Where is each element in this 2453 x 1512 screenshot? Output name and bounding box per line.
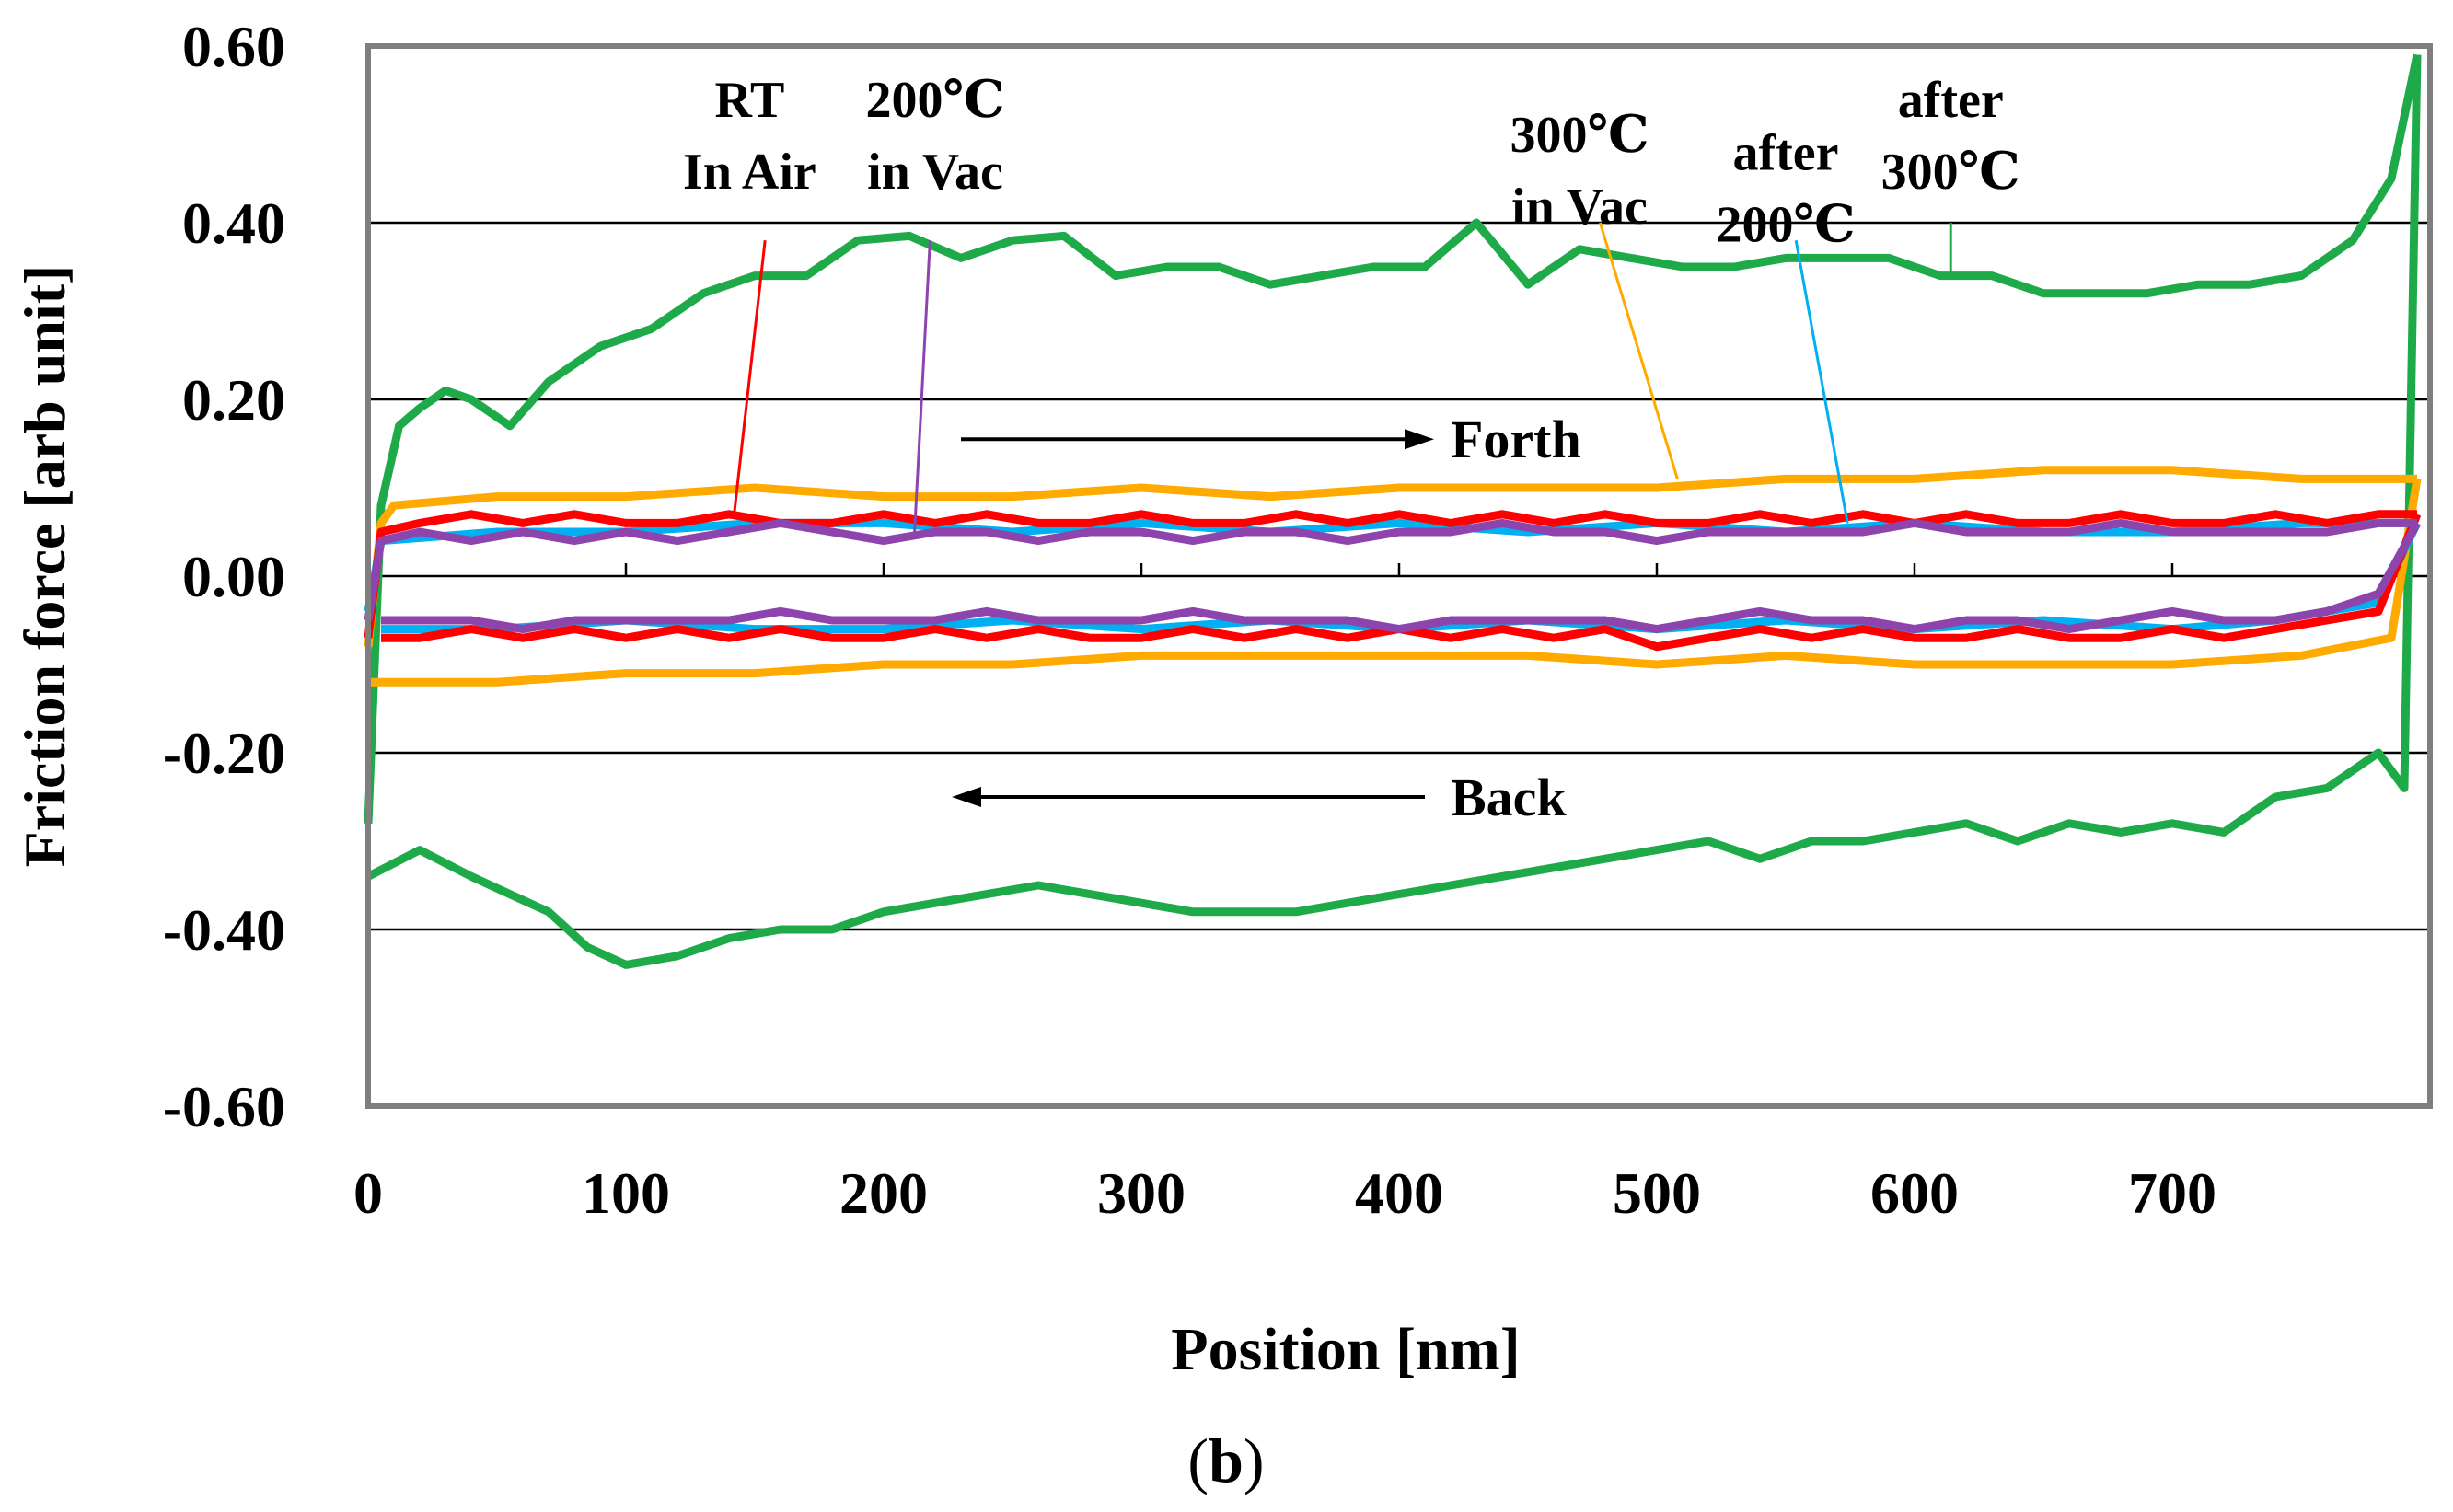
- y-tick-label: -0.20: [163, 721, 285, 786]
- series-300-in-vac: [364, 466, 2422, 687]
- series-label-text: In Air: [683, 144, 816, 201]
- x-tick-label: 200: [839, 1160, 928, 1226]
- y-tick-label: -0.60: [163, 1074, 285, 1139]
- series-label-text: 300℃: [1510, 107, 1649, 164]
- series-line-forth: [364, 518, 2417, 621]
- series-lines: [364, 53, 2422, 969]
- x-tick-labels: 0 100 200 300 400 500 600 700: [353, 1160, 2216, 1226]
- series-line-back: [368, 478, 2422, 687]
- series-label-after-300: after 300℃: [1881, 72, 2020, 276]
- series-line-forth: [364, 53, 2422, 824]
- series-label-text: RT: [714, 72, 784, 129]
- annotations: after 300℃ 300℃ in Vac after 200℃ RT In Air 200℃…: [683, 72, 2020, 827]
- y-tick-labels: 0.60 0.40 0.20 0.00 -0.20 -0.40 -0.60: [163, 14, 285, 1139]
- series-line-forth: [364, 510, 2417, 639]
- y-tick-label: 0.20: [182, 367, 285, 433]
- y-tick-label: 0.60: [182, 14, 285, 79]
- y-tick-label: 0.40: [182, 190, 285, 256]
- annotation-back: Back: [952, 768, 1567, 827]
- series-label-text: in Vac: [1511, 179, 1648, 236]
- series-label-300-in-vac: 300℃ in Vac: [1510, 107, 1679, 479]
- series-line-forth: [364, 466, 2417, 648]
- series-label-text: 300℃: [1881, 144, 2020, 201]
- series-label-text: in Vac: [867, 144, 1003, 201]
- annotation-forth: Forth: [961, 410, 1581, 469]
- annotation-label: Back: [1451, 768, 1567, 827]
- series-line-back: [381, 521, 2422, 634]
- series-line-back: [381, 521, 2421, 634]
- series-after-300: [364, 53, 2422, 969]
- arrow-head: [952, 787, 981, 807]
- panel-letter: b: [1209, 1425, 1244, 1495]
- plot-area-frame: [365, 43, 2433, 1109]
- series-label-rt-in-air: RT In Air: [683, 72, 816, 514]
- x-tick-label: 500: [1613, 1160, 1701, 1226]
- series-leader-line: [913, 240, 931, 533]
- series-200-in-vac: [364, 518, 2421, 634]
- panel-label: (b): [1187, 1425, 1264, 1495]
- x-tick-label: 400: [1355, 1160, 1443, 1226]
- x-tick-label: 100: [582, 1160, 670, 1226]
- series-label-200-in-vac: 200℃ in Vac: [865, 72, 1005, 533]
- y-tick-label: 0.00: [182, 544, 285, 609]
- x-tick-label: 600: [1870, 1160, 1959, 1226]
- annotation-label: Forth: [1451, 410, 1581, 469]
- series-label-text: after: [1898, 72, 2004, 129]
- series-line-back: [365, 54, 2422, 969]
- series-label-text: after: [1732, 124, 1838, 181]
- series-label-text: 200℃: [1716, 196, 1855, 253]
- series-label-text: 200℃: [865, 72, 1004, 129]
- arrow-head: [1405, 429, 1434, 450]
- series-leader-line: [733, 240, 767, 514]
- series-label-after-200: after 200℃: [1716, 124, 1856, 524]
- series-leader-line: [1598, 222, 1679, 479]
- x-axis-label: Position [nm]: [1171, 1316, 1521, 1383]
- y-tick-label: -0.40: [163, 897, 285, 963]
- y-axis-label: Friction force [arb unit]: [12, 265, 77, 868]
- x-tick-label: 300: [1097, 1160, 1186, 1226]
- grid-lines: [368, 221, 2430, 931]
- x-tick-label: 0: [353, 1160, 383, 1226]
- series-leader-line: [1794, 239, 1849, 524]
- x-tick-label: 700: [2128, 1160, 2216, 1226]
